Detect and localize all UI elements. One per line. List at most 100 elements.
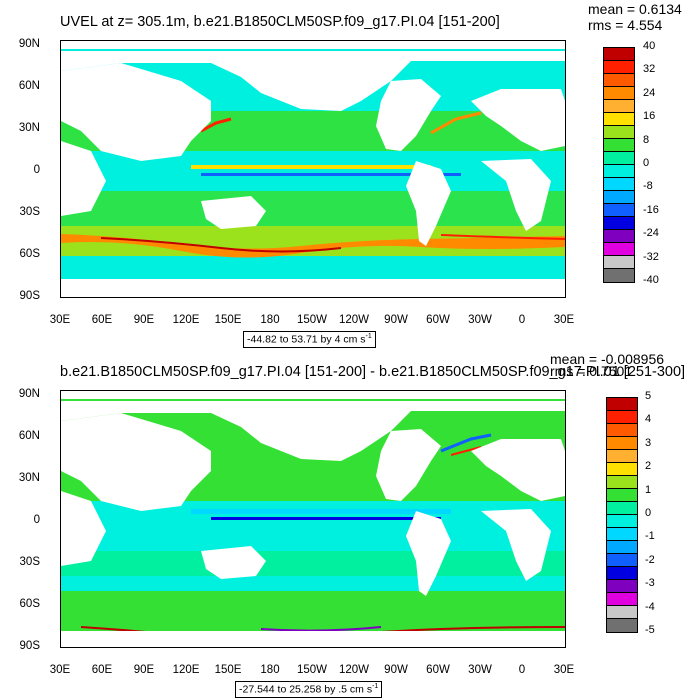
unit-exponent: -1 [365, 333, 372, 340]
lat-label: 90S [19, 290, 40, 302]
colorbar-swatch [604, 126, 634, 139]
colorbar-swatch [607, 541, 637, 554]
colorbar-swatch [604, 230, 634, 243]
lat-label: 60S [19, 598, 40, 610]
lon-label: 120W [338, 314, 370, 326]
colorbar-swatch [604, 243, 634, 256]
colorbar-label: 16 [643, 110, 656, 123]
colorbar-swatch [604, 269, 634, 282]
colorbar-swatch [607, 411, 637, 424]
colorbar-swatch [607, 424, 637, 437]
colorbar-swatch [604, 139, 634, 152]
panel-title: UVEL at z= 305.1m, b.e21.B1850CLM50SP.f0… [60, 14, 500, 30]
lon-label: 150W [296, 664, 328, 676]
colorbar-label: 32 [643, 63, 656, 76]
colorbar-swatch [607, 463, 637, 476]
lon-label: 180 [260, 664, 280, 676]
colorbar-label: -4 [645, 600, 655, 613]
lat-label: 90N [18, 38, 40, 50]
contour-range-box: -44.82 to 53.71 by 4 cm s-1 [243, 331, 376, 348]
lat-label: 30S [19, 206, 40, 218]
lon-label: 60W [426, 314, 450, 326]
colorbar-label: 2 [645, 460, 652, 473]
colorbar-swatch [607, 502, 637, 515]
lon-label: 30E [553, 664, 575, 676]
panel-title: b.e21.B1850CLM50SP.f09_g17.PI.04 [151-20… [60, 364, 686, 380]
colorbar-label: -5 [645, 624, 655, 636]
unit-exponent: -1 [372, 683, 379, 690]
colorbar-swatch [607, 554, 637, 567]
colorbar-label: -1 [645, 530, 655, 543]
colorbar-swatch [604, 165, 634, 178]
map-plot [60, 390, 566, 648]
lon-label: 90E [133, 664, 155, 676]
lon-label: 30W [468, 664, 492, 676]
lon-label: 120W [338, 664, 370, 676]
lat-label: 0 [33, 514, 40, 526]
lon-label: 30E [49, 314, 71, 326]
colorbar-swatch [604, 87, 634, 100]
colorbar-label: 1 [645, 483, 652, 496]
lon-label: 60E [91, 314, 113, 326]
lat-label: 60N [18, 430, 40, 442]
rms-stat: rms = 0.7501 [550, 363, 633, 379]
lon-label: 150W [296, 314, 328, 326]
colorbar-swatch [607, 528, 637, 541]
colorbar-label: -32 [643, 250, 659, 263]
colorbar-label: 3 [645, 436, 652, 449]
colorbar-swatch [604, 61, 634, 74]
colorbar-swatch [607, 437, 637, 450]
colorbar-label: -8 [643, 180, 653, 193]
rms-stat: rms = 4.554 [588, 17, 663, 33]
colorbar-swatch [604, 74, 634, 87]
mean-stat: mean = 0.6134 [588, 1, 682, 17]
mean-stat: mean = -0.008956 [550, 351, 665, 367]
colorbar-swatch [604, 204, 634, 217]
colorbar-swatch [604, 113, 634, 126]
lon-label: 90E [133, 314, 155, 326]
colorbar-label: 0 [645, 507, 652, 519]
difference-field-map [61, 391, 565, 647]
lon-label: 0 [518, 314, 526, 326]
lon-label: 150E [214, 664, 242, 676]
map-plot [60, 40, 566, 298]
lon-label: 0 [518, 664, 526, 676]
lon-label: 30E [553, 314, 575, 326]
lon-label: 90W [384, 664, 408, 676]
lat-label: 30N [18, 122, 40, 134]
lat-label: 90N [18, 388, 40, 400]
colorbar-swatch [607, 398, 637, 411]
lon-label: 30W [468, 314, 492, 326]
lon-label: 90W [384, 314, 408, 326]
contour-range-box: -27.544 to 25.258 by .5 cm s-1 [235, 681, 383, 698]
lat-label: 90S [19, 640, 40, 652]
colorbar-swatch [604, 217, 634, 230]
colorbar-label: 0 [643, 157, 650, 169]
colorbar-swatch [604, 48, 634, 61]
lat-label: 60S [19, 248, 40, 260]
colorbar-swatch [607, 606, 637, 619]
colorbar-label: -40 [643, 274, 659, 286]
colorbar-swatch [604, 100, 634, 113]
colorbar-label: 5 [645, 390, 652, 402]
contour-range-text: -44.82 to 53.71 by 4 cm s [247, 333, 366, 346]
colorbar-label: -16 [643, 203, 659, 216]
colorbar-label: 8 [643, 133, 650, 146]
colorbar-label: -3 [645, 577, 655, 590]
colorbar-swatch [607, 489, 637, 502]
lat-label: 30S [19, 556, 40, 568]
colorbar [606, 397, 638, 633]
colorbar-swatch [607, 580, 637, 593]
colorbar-swatch [607, 450, 637, 463]
panel-uvel: UVEL at z= 305.1m, b.e21.B1850CLM50SP.f0… [18, 1, 682, 348]
lon-label: 60E [91, 664, 113, 676]
lon-label: 30E [49, 664, 71, 676]
lat-label: 60N [18, 80, 40, 92]
lon-label: 120E [172, 314, 200, 326]
colorbar-label: 24 [643, 86, 656, 99]
lon-label: 60W [426, 664, 450, 676]
colorbar-label: -2 [645, 553, 655, 566]
colorbar-label: 40 [643, 40, 656, 52]
lon-label: 150E [214, 314, 242, 326]
colorbar-swatch [607, 567, 637, 580]
